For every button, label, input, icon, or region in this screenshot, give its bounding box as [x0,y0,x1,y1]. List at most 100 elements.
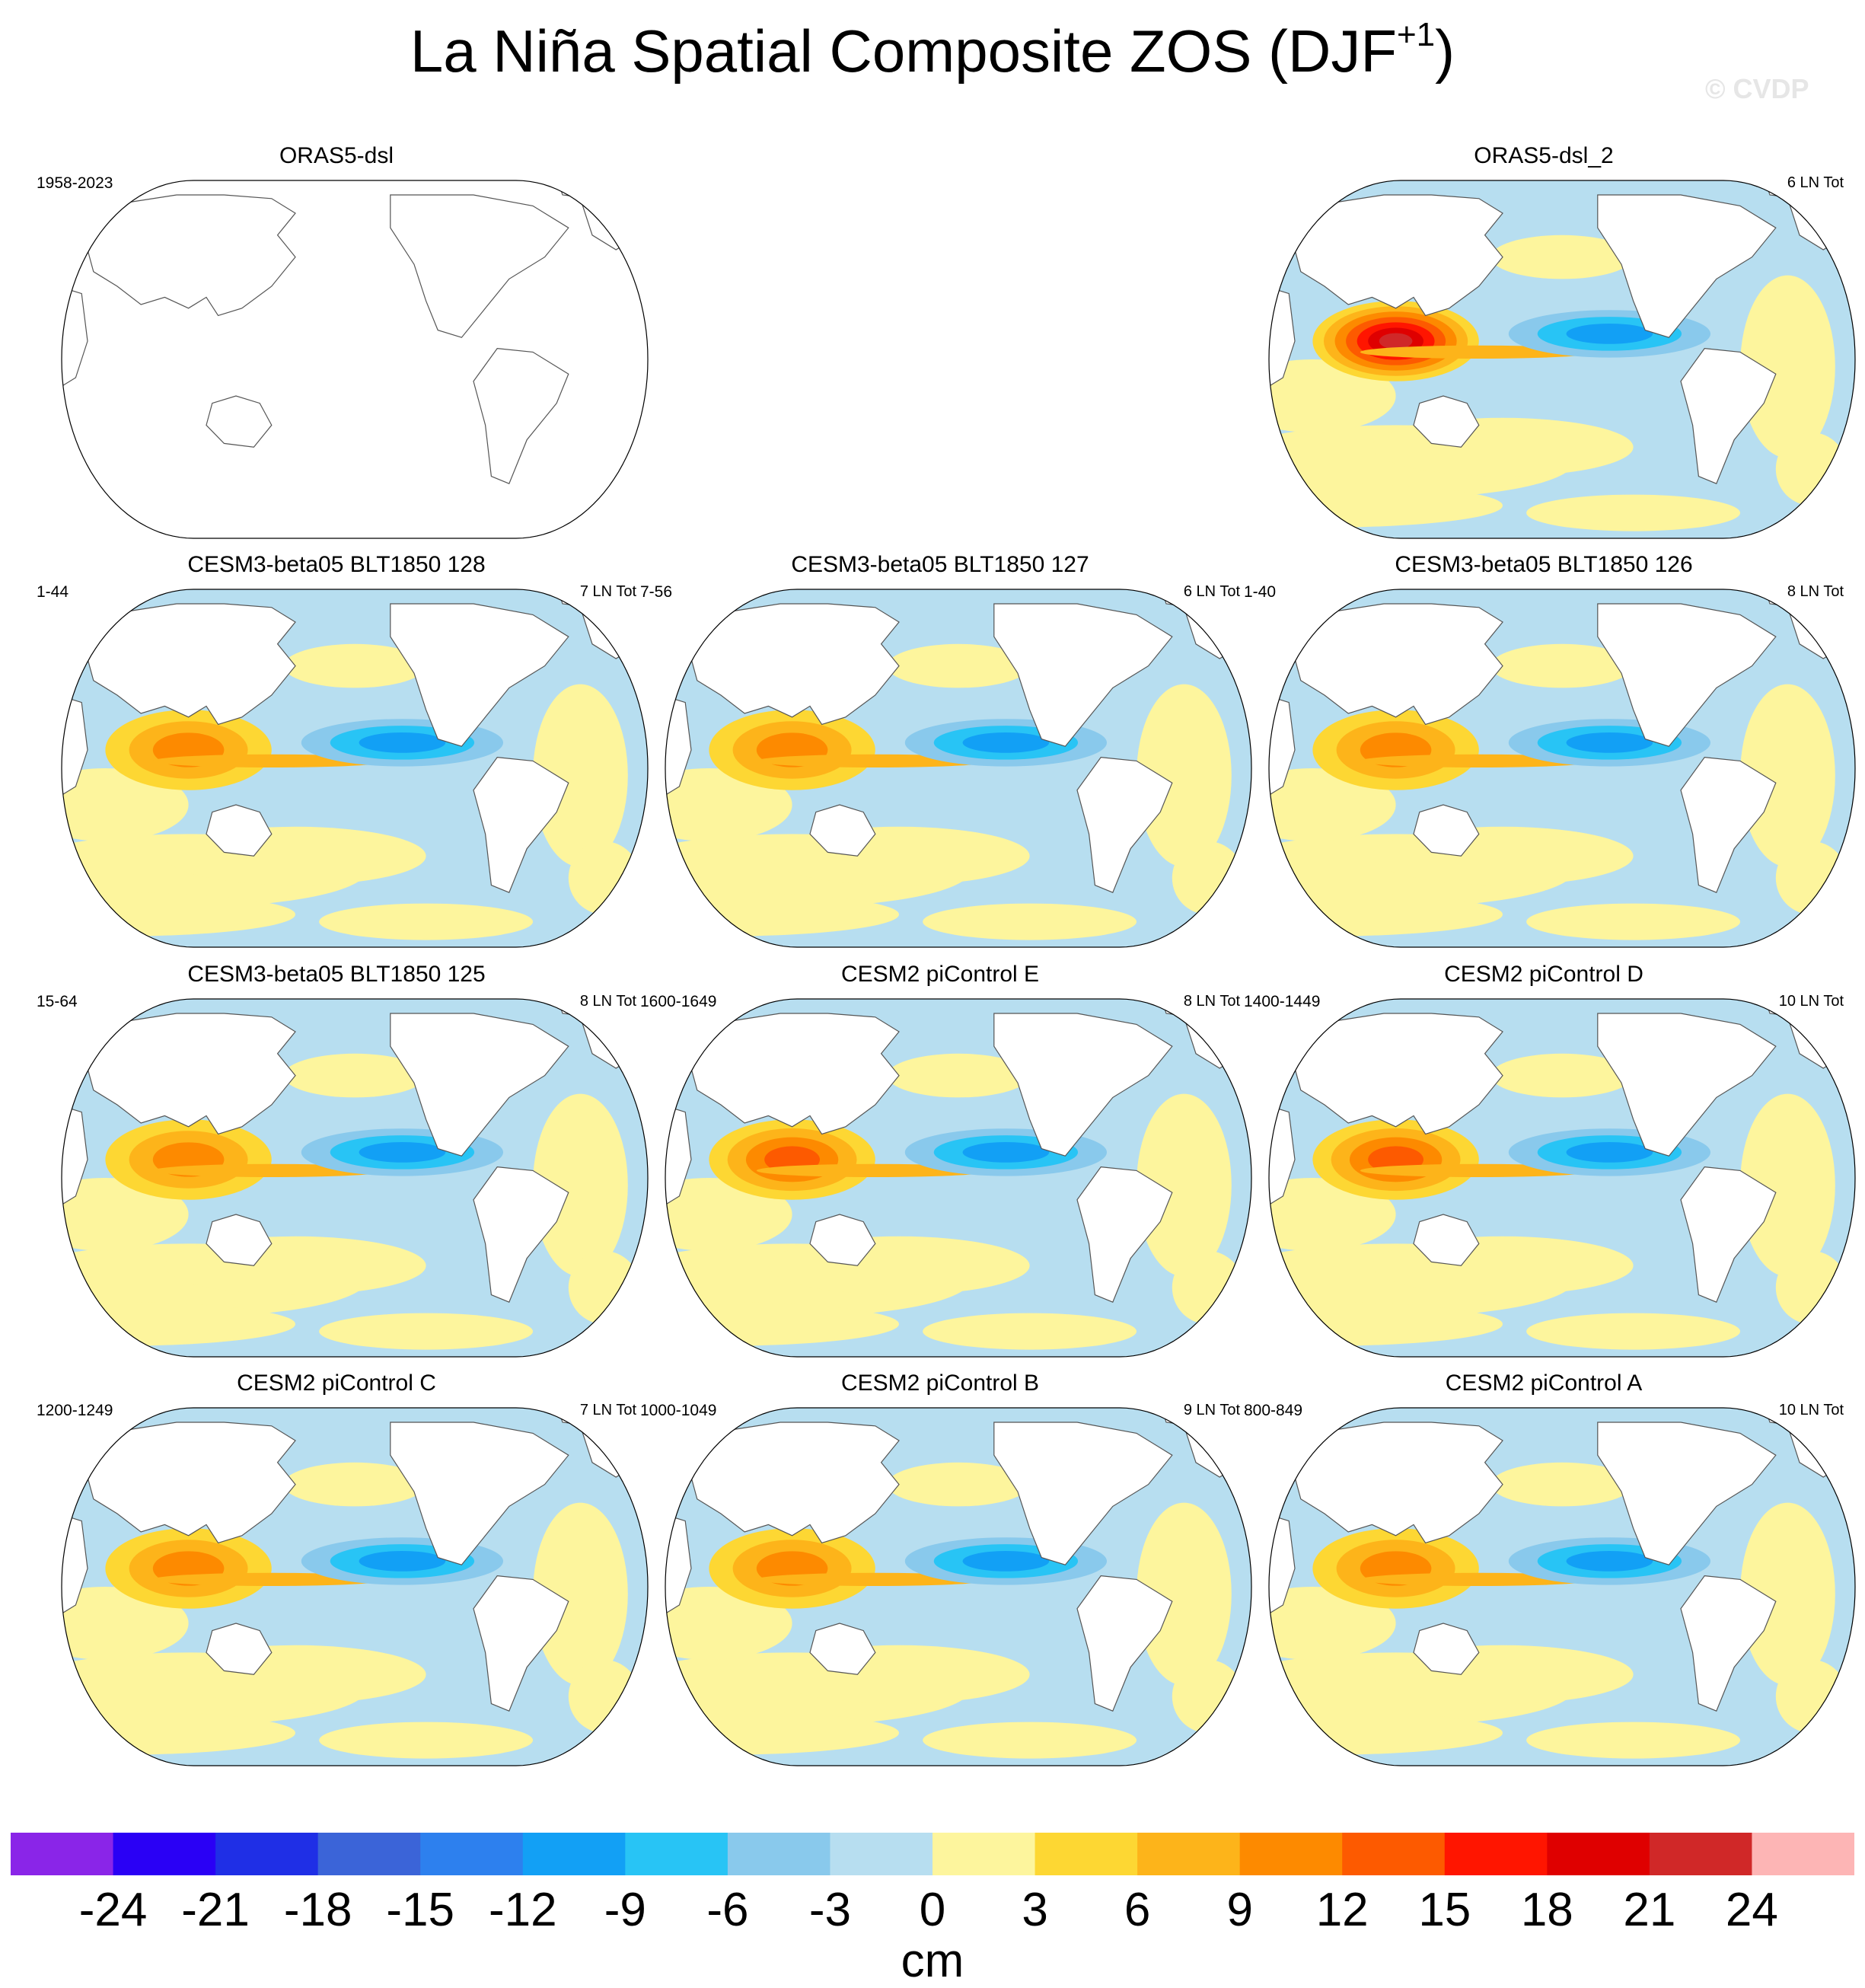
colorbar-box [420,1833,524,1875]
anomaly-positive-weak [568,1251,640,1324]
panel-year-range: 15-64 [37,993,78,1010]
map-panel: CESM3-beta05 BLT1850 127 7-56 6 LN Tot [636,552,1252,957]
colorbar [11,1833,1854,1875]
anomaly-positive-weak [319,1313,533,1350]
land-northAmerica [993,1013,1173,1157]
colorbar-box [830,1833,933,1875]
anomaly-positive-weak [1372,1236,1634,1295]
land-southAmerica [1680,1575,1777,1712]
map-outline [61,589,649,948]
anomaly-positive-weak [923,1722,1137,1759]
land-northAmerica [1597,1422,1777,1565]
panel-event-count: 8 LN Tot [1183,993,1240,1010]
anomaly-positive-weak [923,903,1137,940]
anomaly-positive-weak [1526,903,1740,940]
colorbar-tick-label: 18 [1520,1884,1573,1936]
panel-year-range: 1600-1649 [640,993,717,1010]
anomaly-warm-pool-contour [1379,333,1413,349]
panel-year-range: 1200-1249 [37,1402,113,1419]
anomaly-positive-weak [533,1093,628,1277]
panel-map [61,1407,649,1766]
panel-event-count: 10 LN Tot [1778,993,1844,1010]
anomaly-positive-weak [1740,1093,1835,1277]
panel-event-count: 10 LN Tot [1778,1402,1844,1418]
map-outline [1268,180,1856,539]
colorbar-box [1649,1833,1752,1875]
anomaly-east-pacific-contour [359,732,446,753]
panel-map [61,998,649,1358]
land-australia [206,1214,273,1266]
land-australia [809,1214,876,1266]
colorbar-units-label: cm [901,1935,964,1987]
anomaly-positive-weak [1137,684,1232,867]
land-southAmerica [1076,1575,1173,1712]
panel-year-range: 1958-2023 [37,174,113,192]
map-panel: CESM3-beta05 BLT1850 126 1-40 8 LN Tot [1239,552,1856,957]
anomaly-positive-weak [1137,1502,1232,1686]
land-australia [206,395,273,448]
colorbar-tick-label: 9 [1226,1884,1253,1936]
panel-map [665,589,1252,948]
colorbar-tick-label: 3 [1022,1884,1048,1936]
land-southAmerica [1680,756,1777,893]
anomaly-positive-weak [1490,1053,1634,1098]
colorbar-box [1444,1833,1548,1875]
map-outline [665,998,1252,1358]
anomaly-east-pacific-contour [962,1142,1050,1163]
anomaly-east-pacific-contour [359,1142,446,1163]
land-northAmerica [1597,194,1777,338]
panel-title: CESM3-beta05 BLT1850 125 [187,962,486,987]
anomaly-east-pacific-contour [1566,1142,1653,1163]
anomaly-positive-weak [283,1053,426,1098]
anomaly-east-pacific-contour [962,1551,1050,1572]
land-europeEdge [579,198,641,250]
panel-map [1268,589,1856,948]
anomaly-positive-weak [768,826,1030,886]
land-greenland [1763,180,1812,199]
panel-title: CESM3-beta05 BLT1850 127 [791,552,1089,577]
colorbar-box [522,1833,626,1875]
figure-title: La Niña Spatial Composite ZOS (DJF+1) [0,18,1865,81]
land-southAmerica [1680,1166,1777,1303]
anomaly-positive-weak [768,1236,1030,1295]
land-australia [1413,804,1480,857]
anomaly-positive-weak [164,1236,426,1295]
map-outline [61,180,649,539]
anomaly-positive-weak [1137,1093,1232,1277]
colorbar-tick-label: -24 [78,1884,148,1936]
panel-event-count: 6 LN Tot [1787,174,1844,191]
anomaly-east-pacific-contour [1566,324,1653,344]
anomaly-positive-weak [887,1462,1030,1507]
land-greenland [1763,589,1812,608]
colorbar-box [932,1833,1036,1875]
land-greenland [556,180,605,199]
anomaly-positive-weak [1526,494,1740,531]
anomaly-positive-weak [1172,841,1244,914]
land-greenland [1763,1408,1812,1427]
anomaly-east-pacific-contour [1566,732,1653,753]
map-panel: CESM2 piControl E 1600-1649 8 LN Tot [636,963,1252,1367]
anomaly-positive-weak [319,1722,533,1759]
panel-event-count: 8 LN Tot [579,993,636,1010]
anomaly-positive-weak [1490,1462,1634,1507]
colorbar-box [11,1833,114,1875]
panel-event-count: 9 LN Tot [1183,1402,1240,1418]
anomaly-positive-weak [1775,841,1847,914]
panel-map [1268,180,1856,539]
map-outline [1268,589,1856,948]
colorbar-tick-label: -15 [386,1884,454,1936]
colorbar-box [625,1833,728,1875]
anomaly-positive-weak [164,826,426,886]
land-australia [206,1623,273,1675]
land-northAmerica [390,194,569,338]
anomaly-positive-weak [1172,1251,1244,1324]
anomaly-positive-weak [887,1053,1030,1098]
land-greenland [556,999,605,1018]
land-northAmerica [993,603,1173,747]
anomaly-positive-weak [1740,1502,1835,1686]
panel-title: CESM3-beta05 BLT1850 126 [1395,552,1693,577]
panel-map [1268,998,1856,1358]
panel-map [665,998,1252,1358]
land-asia [81,194,296,317]
anomaly-positive-weak [164,1645,426,1704]
